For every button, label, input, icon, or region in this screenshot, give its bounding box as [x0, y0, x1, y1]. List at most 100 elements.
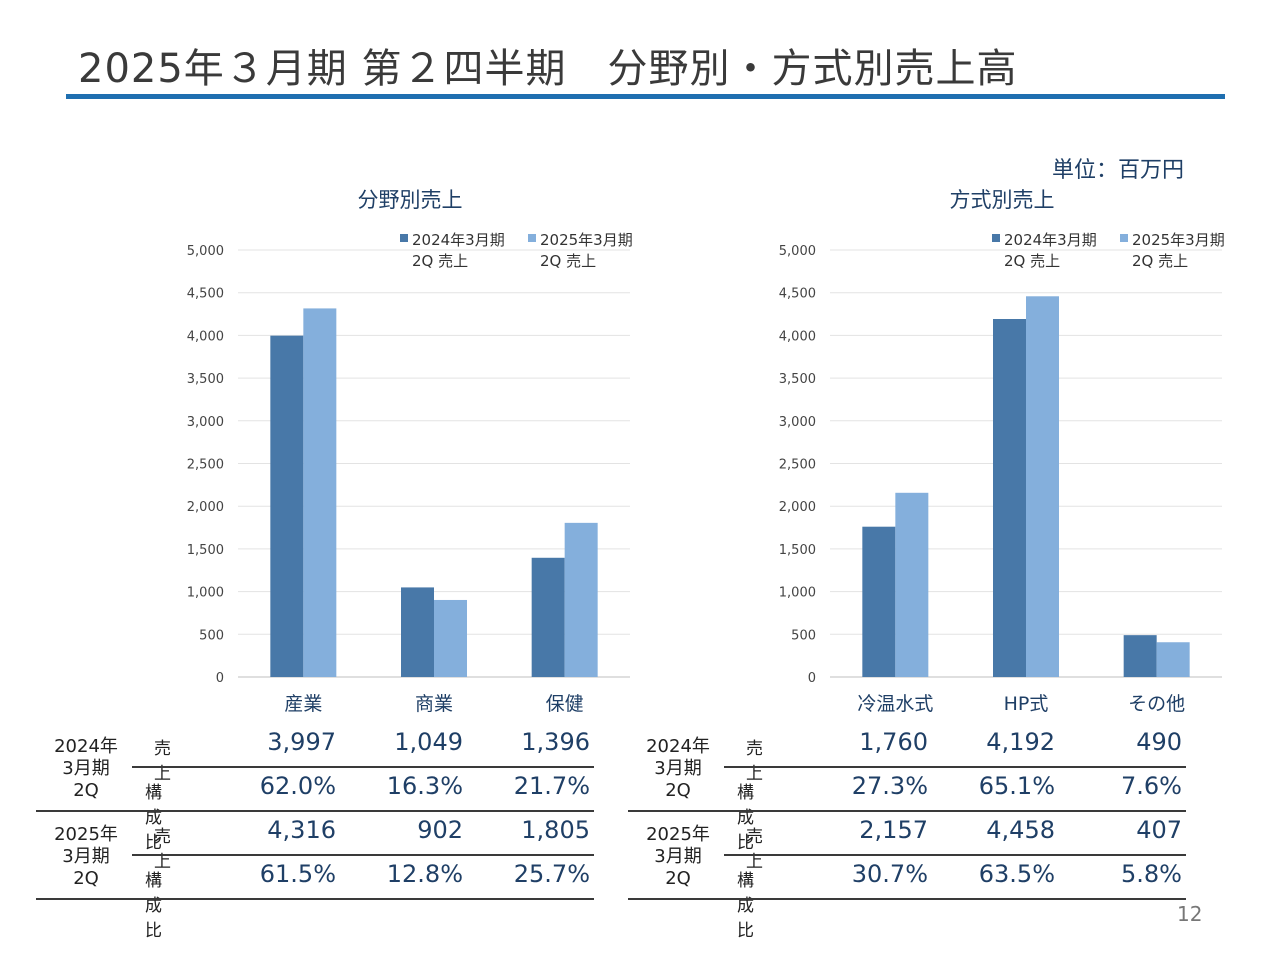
table-cell: 490: [1136, 728, 1182, 756]
table-cell: 65.1%: [978, 772, 1055, 800]
table-rule: [132, 766, 594, 768]
table-rule: [724, 766, 1186, 768]
period-label: 2025年 3月期 2Q: [646, 824, 710, 889]
row-label: 構成比: [737, 871, 754, 941]
y-tick-label: 3,000: [779, 415, 816, 430]
bar-fy2024: [993, 319, 1026, 677]
bar-fy2025: [303, 308, 337, 677]
legend-label: 2025年3月期: [1132, 231, 1225, 249]
table-cell: 30.7%: [851, 860, 928, 888]
category-label: 産業: [284, 693, 322, 715]
table-rule: [132, 854, 594, 856]
row-label: 売上: [154, 827, 171, 872]
bar-fy2025: [1156, 642, 1190, 677]
table-cell: 4,458: [986, 816, 1055, 844]
y-tick-label: 1,000: [187, 586, 224, 601]
table-cell: 1,760: [859, 728, 928, 756]
y-tick-label: 4,000: [187, 329, 224, 344]
table-cell: 62.0%: [259, 772, 336, 800]
table-cell: 1,805: [521, 816, 590, 844]
table-cell: 4,316: [267, 816, 336, 844]
unit-label: 単位：百万円: [1052, 158, 1185, 183]
legend-label: 2Q 売上: [540, 252, 596, 270]
table-cell: 12.8%: [386, 860, 463, 888]
page-number: 12: [1177, 902, 1203, 926]
category-label: その他: [1128, 693, 1185, 715]
y-tick-label: 4,500: [779, 287, 816, 302]
y-tick-label: 2,000: [779, 500, 816, 515]
table-cell: 25.7%: [513, 860, 590, 888]
table-cell: 3,997: [267, 728, 336, 756]
category-label: 冷温水式: [857, 693, 933, 715]
table-rule: [724, 854, 1186, 856]
y-tick-label: 500: [791, 628, 816, 643]
y-tick-label: 1,000: [779, 586, 816, 601]
y-tick-label: 0: [808, 671, 816, 686]
legend-swatch: [400, 234, 408, 242]
table-rule: [36, 898, 594, 900]
bar-fy2024: [862, 526, 896, 677]
bar-fy2025: [434, 599, 467, 677]
table-rule: [628, 810, 1186, 812]
table-cell: 902: [417, 816, 463, 844]
bar-fy2025: [895, 492, 929, 677]
y-tick-label: 1,500: [779, 543, 816, 558]
period-label: 2024年 3月期 2Q: [54, 736, 118, 801]
table-cell: 7.6%: [1121, 772, 1182, 800]
legend-swatch: [528, 234, 536, 242]
table-cell: 21.7%: [513, 772, 590, 800]
category-label: 保健: [546, 693, 584, 715]
y-tick-label: 2,000: [187, 500, 224, 515]
row-label: 構成比: [145, 871, 162, 941]
y-tick-label: 4,000: [779, 329, 816, 344]
row-label: 売上: [746, 827, 763, 872]
bar-fy2024: [1123, 635, 1157, 677]
row-label: 売上: [154, 739, 171, 784]
table-cell: 2,157: [859, 816, 928, 844]
period-label: 2024年 3月期 2Q: [646, 736, 710, 801]
category-label: HP式: [1004, 693, 1049, 715]
y-tick-label: 3,500: [779, 372, 816, 387]
bar-fy2024: [531, 557, 565, 677]
table-cell: 61.5%: [259, 860, 336, 888]
legend-label: 2Q 売上: [1132, 252, 1188, 270]
y-tick-label: 3,000: [187, 415, 224, 430]
chart-title: 方式別売上: [950, 188, 1055, 212]
y-tick-label: 3,500: [187, 372, 224, 387]
y-tick-label: 2,500: [187, 458, 224, 473]
row-label: 構成比: [737, 783, 754, 853]
legend-swatch: [1120, 234, 1128, 242]
bar-fy2024: [401, 587, 434, 677]
table-rule: [628, 898, 1186, 900]
legend-label: 2Q 売上: [1004, 252, 1060, 270]
y-tick-label: 1,500: [187, 543, 224, 558]
legend-label: 2Q 売上: [412, 252, 468, 270]
y-tick-label: 5,000: [779, 244, 816, 259]
legend-label: 2025年3月期: [540, 231, 633, 249]
legend-label: 2024年3月期: [1004, 231, 1097, 249]
legend-label: 2024年3月期: [412, 231, 505, 249]
table-cell: 63.5%: [978, 860, 1055, 888]
table-cell: 1,396: [521, 728, 590, 756]
legend-swatch: [992, 234, 1000, 242]
table-rule: [36, 810, 594, 812]
row-label: 構成比: [145, 783, 162, 853]
table-cell: 4,192: [986, 728, 1055, 756]
bar-fy2025: [564, 522, 598, 677]
bar-fy2024: [270, 335, 304, 677]
table-cell: 27.3%: [851, 772, 928, 800]
title-rule: [66, 94, 1225, 99]
y-tick-label: 4,500: [187, 287, 224, 302]
chart-method-sales: 方式別売上 0 500 1,000 1,500 2,000 2,500 3,000 3,500 4…: [779, 188, 1225, 715]
y-tick-label: 0: [216, 671, 224, 686]
table-cell: 1,049: [394, 728, 463, 756]
period-label: 2025年 3月期 2Q: [54, 824, 118, 889]
chart-title: 分野別売上: [358, 188, 463, 212]
table-cell: 16.3%: [386, 772, 463, 800]
category-label: 商業: [415, 693, 453, 715]
y-tick-label: 500: [199, 628, 224, 643]
page-title: 2025年３月期 第２四半期 分野別・方式別売上高: [78, 46, 1018, 92]
y-tick-label: 2,500: [779, 458, 816, 473]
table-cell: 407: [1136, 816, 1182, 844]
chart-field-sales: 分野別売上 0 500 1,000 1,500 2,000 2,500 3,000 3,500 4…: [187, 188, 633, 715]
